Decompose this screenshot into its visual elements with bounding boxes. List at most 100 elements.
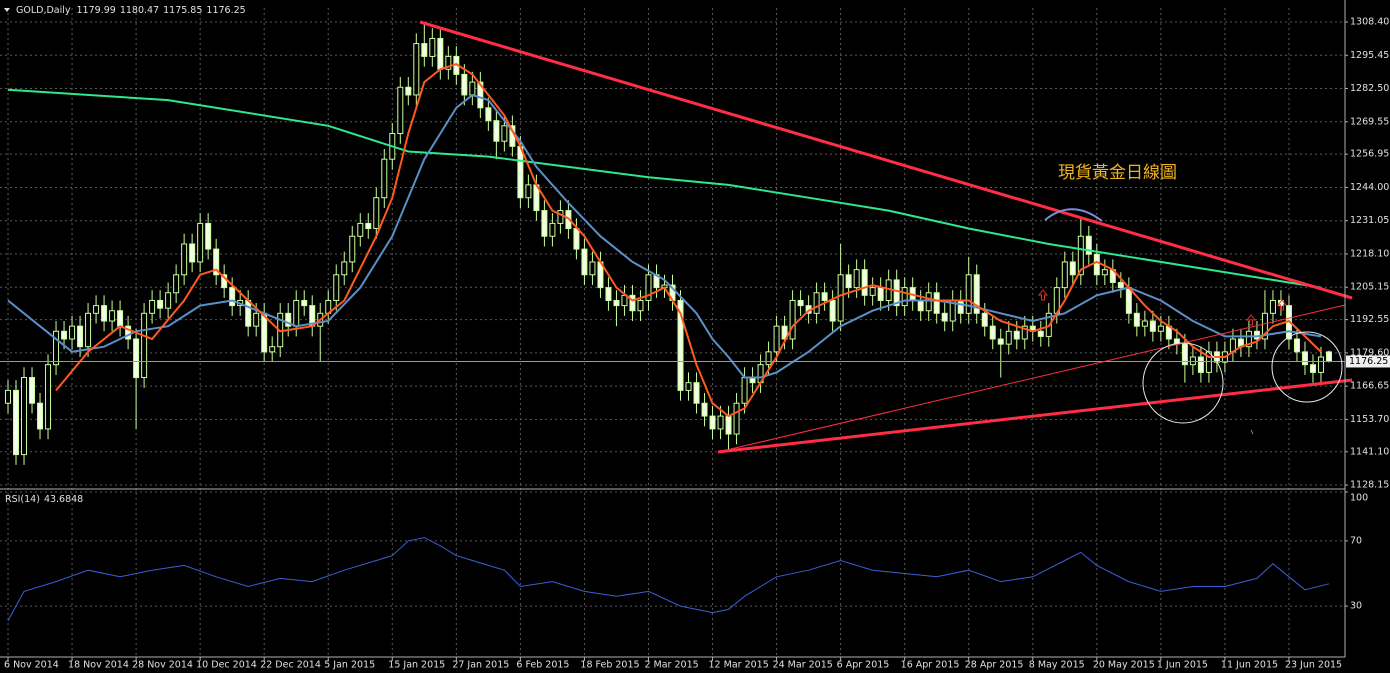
candle-body: [109, 310, 116, 322]
candle-body: [165, 292, 172, 309]
arc-mark: [1044, 208, 1103, 222]
candle-body: [1197, 356, 1204, 373]
candle-body: [517, 145, 524, 199]
candle-body: [677, 299, 684, 391]
candle-body: [957, 299, 964, 314]
candle-body: [773, 325, 780, 353]
candle-body: [709, 415, 716, 430]
y-tick-label: 1256.95: [1350, 149, 1389, 160]
candle-body: [973, 274, 980, 314]
x-tick-label: 28 Nov 2014: [132, 660, 193, 671]
candle-body: [469, 81, 476, 96]
candle-body: [93, 305, 100, 314]
indicator-line: [7, 88, 1322, 289]
candle-body: [613, 299, 620, 307]
candle-body: [741, 377, 748, 404]
y-tick-label: 1282.50: [1350, 83, 1389, 94]
candle-body: [21, 377, 28, 456]
candle-body: [1093, 253, 1100, 276]
candle-body: [1061, 261, 1068, 289]
candle-body: [765, 351, 772, 366]
candle-body: [229, 287, 236, 307]
candle-body: [861, 269, 868, 296]
candle-body: [581, 248, 588, 276]
candle-body: [981, 312, 988, 327]
candle-body: [285, 312, 292, 327]
candle-body: [557, 210, 564, 224]
candle-body: [725, 415, 732, 435]
candle-body: [157, 299, 164, 309]
y-tick-label: 1192.55: [1350, 314, 1389, 325]
candle-body: [829, 299, 836, 322]
candle-body: [941, 312, 948, 322]
candle-body: [445, 55, 452, 70]
candle-body: [117, 310, 124, 327]
y-tick-label: 1153.70: [1350, 414, 1389, 425]
candle-body: [989, 325, 996, 340]
candle-body: [837, 274, 844, 322]
candle-body: [797, 299, 804, 307]
x-tick-label: 27 Jan 2015: [452, 660, 509, 671]
indicator-line: [55, 63, 1322, 418]
candle-body: [1317, 356, 1324, 373]
y-tick-label: 100: [1350, 493, 1368, 504]
candle-body: [1101, 269, 1108, 276]
candle-body: [125, 325, 132, 340]
candle-body: [261, 312, 268, 353]
indicator-title: RSI(14): [5, 494, 40, 505]
candle-body: [733, 402, 740, 435]
candle-body: [645, 274, 652, 301]
x-tick-label: 11 Jun 2015: [1221, 660, 1278, 671]
y-tick-label: 1166.65: [1350, 381, 1389, 392]
candle-body: [477, 81, 484, 109]
candle-body: [813, 292, 820, 314]
candle-body: [197, 222, 204, 263]
candle-body: [365, 222, 372, 230]
candle-body: [189, 243, 196, 263]
arrow-mark: [1037, 289, 1049, 301]
y-tick-label: 1141.10: [1350, 446, 1389, 457]
x-tick-label: 15 Jan 2015: [388, 660, 445, 671]
candle-body: [413, 43, 420, 96]
chart-header: GOLD,Daily 1179.99 1180.47 1175.85 1176.25: [16, 5, 246, 16]
candle-body: [1037, 330, 1044, 337]
candle-body: [637, 299, 644, 312]
candle-body: [133, 338, 140, 379]
candle-body: [541, 210, 548, 237]
candle-body: [485, 107, 492, 122]
candle-body: [1069, 261, 1076, 276]
candle-body: [821, 292, 828, 301]
x-tick-label: 18 Nov 2014: [68, 660, 129, 671]
highlight-circle: [1142, 342, 1224, 424]
open-value: 1179.99: [77, 5, 116, 16]
candle-body: [1301, 351, 1308, 366]
labels-layer: 1308.40 1295.45 1282.50 1269.55 1256.95 1244.…: [4, 17, 1390, 671]
candle-body: [5, 389, 12, 404]
x-tick-label: 23 Jun 2015: [1285, 660, 1342, 671]
candle-body: [77, 325, 84, 348]
candle-body: [1309, 364, 1316, 373]
candle-body: [501, 125, 508, 142]
y-tick-label: 1308.40: [1350, 17, 1389, 28]
last-price-label: 1176.25: [1349, 356, 1388, 367]
candle-body: [205, 222, 212, 250]
candle-body: [1189, 356, 1196, 366]
candle-body: [493, 120, 500, 142]
candle-body: [181, 243, 188, 276]
candle-body: [245, 299, 252, 327]
x-tick-label: 18 Feb 2015: [580, 660, 639, 671]
candle-body: [1261, 312, 1268, 340]
candle-body: [685, 382, 692, 391]
drawings: [419, 20, 1353, 454]
candle-body: [933, 292, 940, 314]
last-price-box: [1346, 355, 1390, 368]
x-tick-label: 10 Dec 2014: [196, 660, 257, 671]
candle-body: [901, 287, 908, 307]
symbol-label: GOLD,Daily: [16, 5, 71, 16]
candle-body: [1021, 325, 1028, 340]
candle-body: [13, 389, 20, 456]
close-value: 1176.25: [206, 5, 245, 16]
candle-body: [69, 325, 76, 340]
